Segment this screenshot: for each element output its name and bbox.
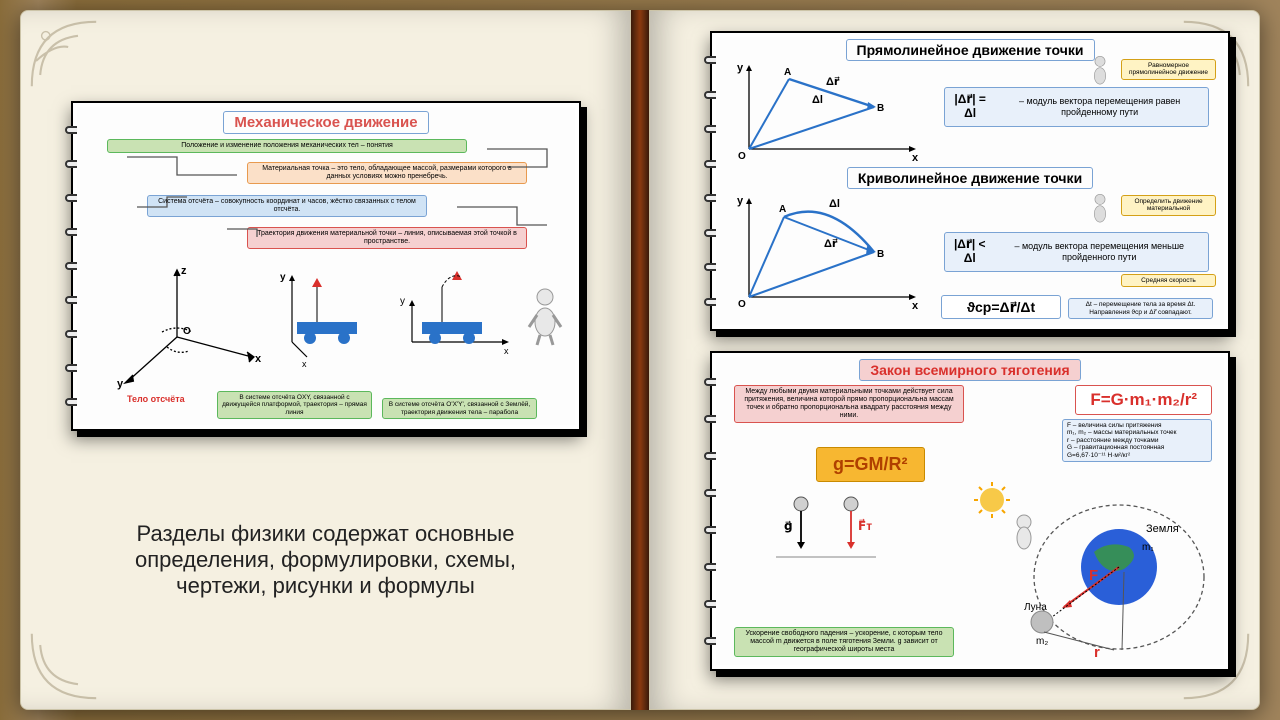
svg-text:O: O xyxy=(738,151,746,162)
svg-text:y: y xyxy=(280,272,286,283)
svg-text:y: y xyxy=(117,378,124,390)
carts-diagram: y x y x xyxy=(272,262,522,372)
svg-text:Δr⃗: Δr⃗ xyxy=(824,238,838,250)
svg-text:y: y xyxy=(400,296,405,307)
svg-text:F⃗т: F⃗т xyxy=(858,519,872,533)
svg-text:Δr⃗: Δr⃗ xyxy=(826,76,840,88)
page-left: Механическое движение Положение и измене… xyxy=(20,10,631,710)
connector-lines-icon xyxy=(97,137,567,257)
svg-text:A: A xyxy=(784,67,791,78)
earth-orbit-diagram: Земля m₁ Луна m₂ F r xyxy=(964,472,1214,662)
svg-text:A: A xyxy=(779,204,786,215)
svg-text:g⃗: g⃗ xyxy=(784,519,793,533)
panel3-formula1: F=G·m₁·m₂/r² xyxy=(1075,385,1212,415)
svg-text:O: O xyxy=(738,299,746,310)
panel1-box-f: В системе отсчёта O'X'Y', связанной с Зе… xyxy=(382,398,537,419)
panel2-side-b: Определить движение материальной xyxy=(1121,195,1216,216)
force-vectors-diagram: g⃗ F⃗т xyxy=(756,492,896,572)
panel3-box-a: Между любыми двумя материальными точками… xyxy=(734,385,964,423)
panel2-side-a: Равномерное прямолинейное движение xyxy=(1121,59,1216,80)
panel3-formula2: g=GM/R² xyxy=(816,447,925,482)
svg-text:Δl: Δl xyxy=(829,198,840,210)
panel2-side-d: Δt – перемещение тела за время Δt. Напра… xyxy=(1068,298,1213,319)
body-of-reference-label: Тело отсчёта xyxy=(127,394,186,404)
panel1-box-e: В системе отсчёта OXY, связанной с движу… xyxy=(217,391,372,419)
panel3-box-c: Ускорение свободного падения – ускорение… xyxy=(734,627,954,657)
panel2-eq3: ϑср=Δr⃗/Δt xyxy=(941,295,1061,319)
panel3-title: Закон всемирного тяготения xyxy=(859,359,1080,381)
ornament-icon xyxy=(29,631,99,701)
panel-point-motion: Прямолинейное движение точки y x O A B Δ… xyxy=(710,31,1230,331)
svg-text:F: F xyxy=(1089,567,1098,584)
panel1-title: Механическое движение xyxy=(223,111,428,134)
svg-text:x: x xyxy=(912,300,919,312)
page-right: Прямолинейное движение точки y x O A B Δ… xyxy=(649,10,1260,710)
svg-text:x: x xyxy=(302,359,307,369)
curvilinear-motion-diagram: y x O A B Δl Δr⃗ xyxy=(734,192,924,312)
svg-text:Земля: Земля xyxy=(1146,523,1179,535)
panel2-eq2: |Δr⃗| < Δl– модуль вектора перемещения м… xyxy=(944,232,1209,272)
ornament-icon xyxy=(29,19,99,89)
person-icon xyxy=(1086,55,1114,93)
svg-text:x: x xyxy=(504,346,509,356)
panel3-box-b: F – величина силы притяжения m₁, m₂ – ма… xyxy=(1062,419,1212,462)
svg-text:y: y xyxy=(737,62,744,74)
caption-text: Разделы физики содержат основные определ… xyxy=(91,521,560,599)
panel-mechanical-motion: Механическое движение Положение и измене… xyxy=(71,101,581,431)
svg-text:z: z xyxy=(181,265,187,277)
svg-text:O: O xyxy=(183,326,191,337)
person-icon xyxy=(1086,193,1114,231)
svg-text:Δl: Δl xyxy=(812,94,823,106)
book-spine xyxy=(631,10,649,710)
panel-gravitation: Закон всемирного тяготения Между любыми … xyxy=(710,351,1230,671)
svg-text:Луна: Луна xyxy=(1024,602,1047,613)
svg-text:m₁: m₁ xyxy=(1142,542,1154,553)
svg-text:y: y xyxy=(737,195,744,207)
svg-text:B: B xyxy=(877,249,884,260)
coordinate-system-diagram: z x y O Тело отсчёта xyxy=(107,262,267,407)
panel2-eq1: |Δr⃗| = Δl– модуль вектора перемещения р… xyxy=(944,87,1209,127)
svg-text:x: x xyxy=(912,152,919,164)
svg-text:m₂: m₂ xyxy=(1036,636,1048,647)
linear-motion-diagram: y x O A B Δr⃗ Δl xyxy=(734,59,924,164)
person-icon xyxy=(525,287,565,347)
book: Механическое движение Положение и измене… xyxy=(20,10,1260,710)
panel2-side-c: Средняя скорость xyxy=(1121,274,1216,287)
svg-text:B: B xyxy=(877,103,884,114)
svg-text:x: x xyxy=(255,353,262,365)
panel2-title1: Прямолинейное движение точки xyxy=(846,39,1095,61)
panel2-title2: Криволинейное движение точки xyxy=(847,167,1093,189)
